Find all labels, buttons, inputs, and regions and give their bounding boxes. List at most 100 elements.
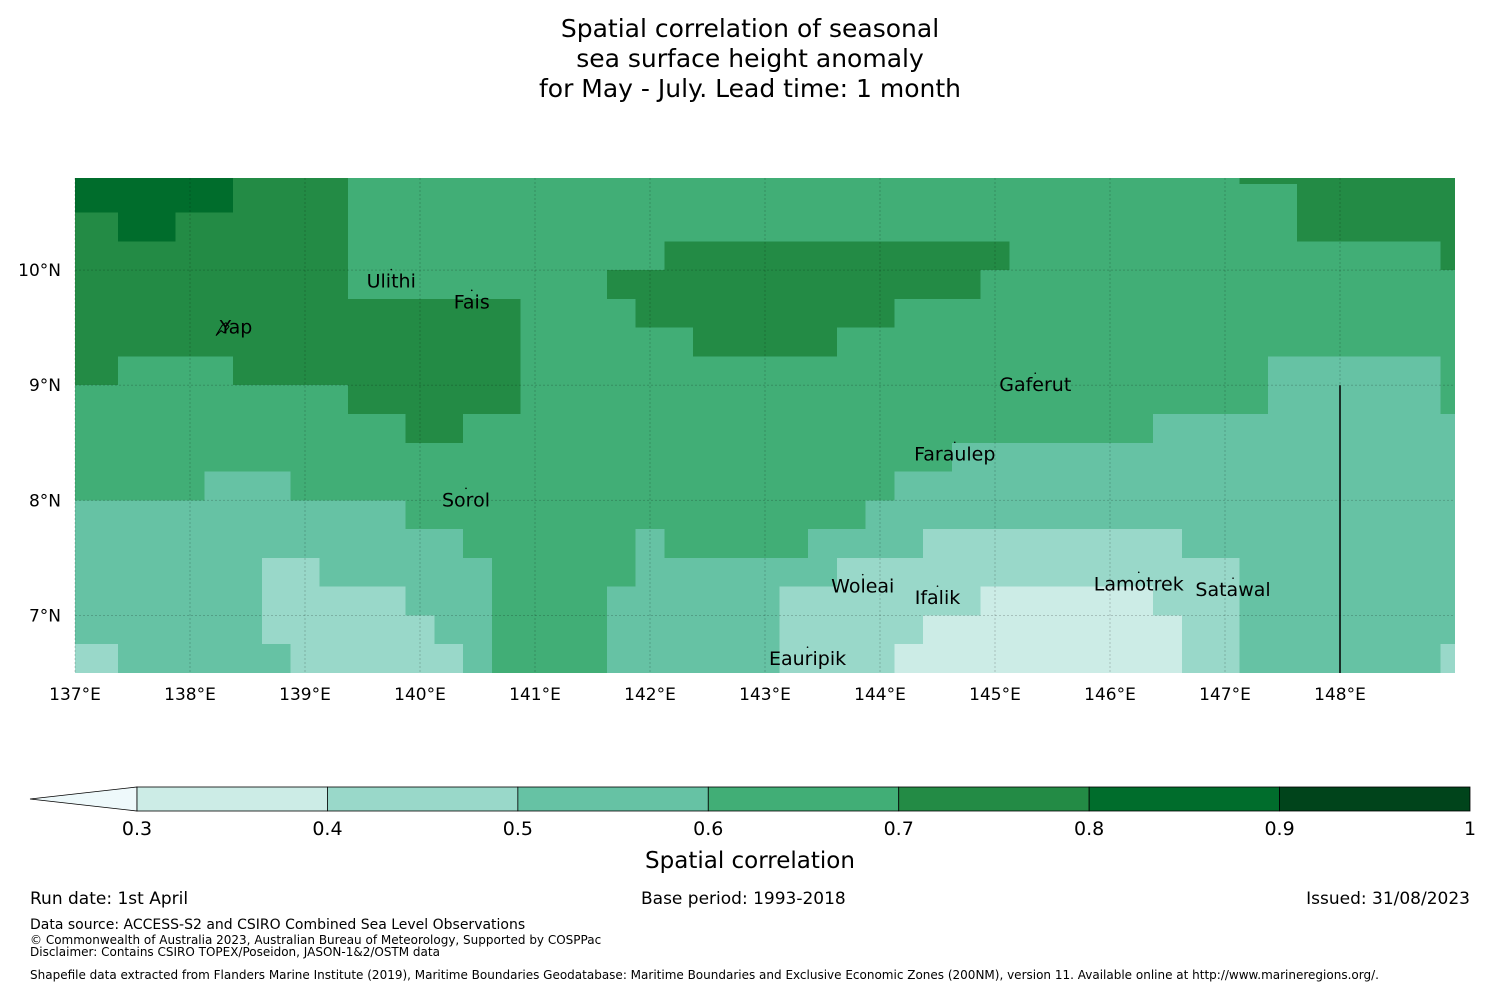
correlation-cell: [894, 471, 1455, 501]
correlation-cell: [348, 298, 521, 414]
x-tick-label: 139°E: [279, 685, 331, 705]
correlation-cell: [118, 356, 234, 386]
correlation-cell: [204, 471, 291, 501]
colorbar-segment: [136, 786, 328, 812]
correlation-cell: [1268, 356, 1297, 414]
y-tick-label: 9°N: [29, 376, 61, 396]
title-line-2: sea surface height anomaly: [576, 44, 924, 73]
island-dot: [390, 268, 393, 271]
copyright: © Commonwealth of Australia 2023, Austra…: [30, 933, 602, 947]
place-label: Ulithi: [367, 271, 416, 293]
island-dot: [1137, 571, 1140, 574]
correlation-cell: [779, 644, 895, 673]
y-tick-label: 8°N: [29, 491, 61, 511]
place-label: Sorol: [442, 489, 490, 511]
colorbar-tick-label: 0.9: [1264, 818, 1294, 840]
place-label: Woleai: [831, 576, 894, 598]
place-gaferut: Gaferut: [999, 372, 1071, 396]
place-label: Fais: [454, 291, 490, 313]
correlation-cell: [693, 327, 837, 357]
place-faraulep: Faraulep: [914, 441, 995, 465]
correlation-cell: [75, 529, 464, 558]
colorbar-segment: [327, 786, 519, 812]
place-label: Eauripik: [769, 648, 846, 670]
colorbar-tick-label: 0.6: [693, 818, 723, 840]
x-tick-label: 144°E: [854, 685, 906, 705]
place-label: Ifalik: [915, 587, 961, 609]
correlation-cell: [1296, 183, 1455, 242]
x-tick-label: 137°E: [49, 685, 101, 705]
correlation-cell: [261, 557, 320, 616]
place-ulithi: Ulithi: [367, 268, 416, 293]
place-label: Lamotrek: [1094, 573, 1184, 595]
island-outline: [215, 321, 230, 337]
correlation-cell: [951, 442, 1455, 472]
place-sorol: Sorol: [442, 487, 490, 511]
place-fais: Fais: [454, 289, 490, 313]
colorbar-under-arrow: [29, 786, 138, 812]
colorbar-segment: [707, 786, 900, 812]
x-tick-label: 148°E: [1314, 685, 1366, 705]
run-date: Run date: 1st April: [30, 889, 189, 909]
colorbar-segment: [898, 786, 1090, 812]
colorbar-tick-label: 0.7: [884, 818, 914, 840]
y-tick-label: 10°N: [18, 261, 61, 281]
correlation-cell: [1181, 644, 1240, 673]
colorbar-segment: [517, 786, 709, 812]
x-tick-label: 146°E: [1084, 685, 1136, 705]
correlation-cell: [75, 644, 119, 673]
x-tick-label: 142°E: [624, 685, 676, 705]
place-label: Yap: [219, 317, 253, 339]
colorbar-tick-label: 0.4: [312, 818, 342, 840]
island-dot: [1034, 372, 1037, 375]
correlation-cell: [463, 529, 607, 558]
correlation-cell: [865, 500, 1455, 530]
title-line-3: for May - July. Lead time: 1 month: [538, 74, 962, 103]
island-dot: [470, 289, 473, 292]
place-labels: Ulithi Fais Yap Gaferut Faraulep Sorol Woleai I…: [215, 268, 1271, 670]
place-yap: Yap: [215, 317, 253, 339]
x-tick-label: 138°E: [164, 685, 216, 705]
colorbar-segment: [1088, 786, 1280, 812]
place-label: Faraulep: [914, 443, 995, 465]
place-label: Gaferut: [999, 374, 1071, 396]
colorbar-tick-label: 0.8: [1074, 818, 1104, 840]
correlation-cell: [923, 529, 1182, 587]
x-tick-label: 145°E: [969, 685, 1021, 705]
shapefile-credit: Shapefile data extracted from Flanders M…: [30, 968, 1379, 982]
disclaimer: Disclaimer: Contains CSIRO TOPEX/Poseido…: [30, 945, 440, 959]
correlation-cell: [261, 615, 435, 645]
y-axis-ticks: 10°N 9°N 8°N 7°N: [18, 261, 61, 626]
colorbar: 0.3 0.4 0.5 0.6 0.7 0.8 0.9 1 Spatial correlatio…: [29, 786, 1476, 874]
base-period: Base period: 1993-2018: [641, 889, 846, 909]
correlation-cell: [1440, 241, 1455, 271]
correlation-cell: [1440, 644, 1455, 673]
correlation-cell: [75, 500, 406, 530]
correlation-field: [75, 178, 1455, 673]
correlation-cell: [75, 178, 234, 213]
correlation-cell: [1153, 413, 1455, 443]
colorbar-segment: [1279, 786, 1471, 812]
colorbar-label: Spatial correlation: [645, 848, 855, 874]
chart-title: Spatial correlation of seasonal sea surf…: [0, 14, 1500, 104]
correlation-cell: [836, 557, 924, 587]
island-dot: [953, 441, 956, 444]
x-tick-label: 140°E: [394, 685, 446, 705]
correlation-cell: [118, 212, 176, 242]
island-dot: [1232, 577, 1234, 579]
correlation-cell: [664, 241, 1010, 271]
correlation-cell: [405, 413, 464, 443]
place-lamotrek: Lamotrek: [1094, 571, 1184, 595]
correlation-cell: [1239, 178, 1455, 184]
island-dot: [861, 573, 864, 576]
colorbar-tick-label: 0.3: [122, 818, 152, 840]
place-ifalik: Ifalik: [915, 585, 961, 609]
x-tick-label: 143°E: [739, 685, 791, 705]
place-eauripik: Eauripik: [769, 646, 846, 670]
x-tick-label: 147°E: [1199, 685, 1251, 705]
correlation-cell: [290, 644, 464, 673]
correlation-cell: [635, 529, 665, 587]
place-woleai: Woleai: [831, 573, 894, 598]
issued-date: Issued: 31/08/2023: [1306, 889, 1470, 909]
island-dot: [806, 646, 809, 648]
